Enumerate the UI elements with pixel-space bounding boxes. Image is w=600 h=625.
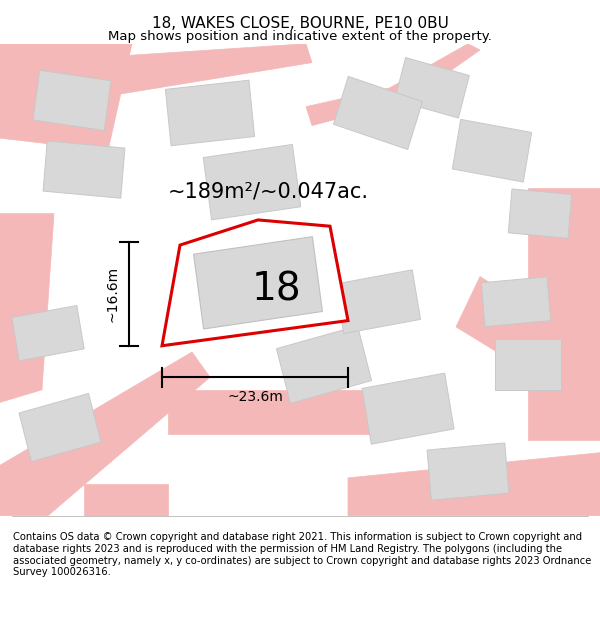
Polygon shape: [306, 44, 480, 126]
Polygon shape: [194, 237, 322, 329]
Text: Contains OS data © Crown copyright and database right 2021. This information is : Contains OS data © Crown copyright and d…: [13, 532, 592, 578]
Polygon shape: [166, 80, 254, 146]
Polygon shape: [427, 443, 509, 500]
Polygon shape: [43, 141, 125, 198]
Polygon shape: [0, 214, 54, 402]
Polygon shape: [452, 119, 532, 182]
Polygon shape: [0, 44, 132, 151]
Polygon shape: [12, 306, 84, 361]
Polygon shape: [203, 144, 301, 220]
Polygon shape: [456, 276, 600, 415]
Text: 18, WAKES CLOSE, BOURNE, PE10 0BU: 18, WAKES CLOSE, BOURNE, PE10 0BU: [152, 16, 448, 31]
Polygon shape: [33, 70, 111, 131]
Text: 18: 18: [251, 270, 301, 308]
Text: Map shows position and indicative extent of the property.: Map shows position and indicative extent…: [108, 30, 492, 43]
Polygon shape: [395, 58, 469, 118]
Text: ~189m²/~0.047ac.: ~189m²/~0.047ac.: [168, 181, 369, 201]
Polygon shape: [508, 189, 572, 238]
Polygon shape: [19, 394, 101, 462]
Polygon shape: [162, 220, 348, 346]
Polygon shape: [348, 452, 600, 516]
Polygon shape: [528, 189, 600, 440]
Polygon shape: [0, 352, 210, 516]
Polygon shape: [362, 373, 454, 444]
Polygon shape: [168, 390, 372, 434]
Polygon shape: [277, 326, 371, 403]
Polygon shape: [334, 76, 422, 149]
Polygon shape: [84, 484, 168, 516]
Polygon shape: [481, 277, 551, 327]
Polygon shape: [335, 270, 421, 334]
Text: ~23.6m: ~23.6m: [227, 390, 283, 404]
Text: ~16.6m: ~16.6m: [106, 266, 120, 322]
Polygon shape: [495, 339, 561, 390]
Polygon shape: [114, 44, 312, 94]
